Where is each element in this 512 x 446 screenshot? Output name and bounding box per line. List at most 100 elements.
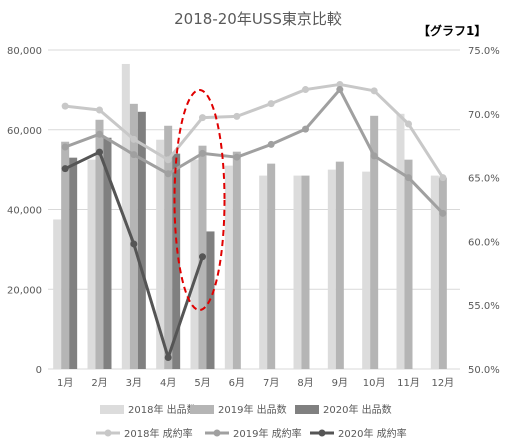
series-point [130,151,138,159]
y-left-tick-label: 20,000 [7,285,42,296]
series-point [199,149,206,157]
bar [172,153,181,369]
series-point [336,86,344,94]
bar [69,157,78,369]
legend-label: 2019年 成約率 [233,427,302,440]
series-line [65,82,445,179]
bar [267,163,276,369]
series-point [233,112,241,120]
series-point [164,156,172,164]
series-point [336,80,344,88]
legend-marker [104,429,112,437]
x-tick-label: 5月 [194,377,210,389]
bar [156,139,165,369]
series-line [64,88,444,215]
chart-title: 2018-20年USS東京比較 [174,10,342,28]
x-tick-label: 10月 [363,377,386,389]
x-tick-label: 3月 [126,377,142,389]
series-point [405,174,412,182]
x-tick-label: 11月 [397,377,420,389]
series-point [96,130,103,138]
x-tick-label: 12月 [431,377,454,389]
x-tick-label: 1月 [57,377,73,389]
series-point [61,143,69,151]
bar [293,175,302,369]
y-left-tick-label: 80,000 [7,46,42,57]
bar [232,151,241,369]
y-right-tick-label: 55.0% [468,301,500,312]
series-point [405,120,412,128]
legend: 2018年 出品数 2019年 出品数 2020年 出品数 2018年 成約率 2019… [96,403,407,440]
bar [430,175,439,369]
x-tick-label: 4月 [160,377,176,389]
bar [95,119,104,369]
bar [327,169,336,369]
legend-swatch [100,405,124,414]
y-right-tick-label: 65.0% [468,174,500,185]
y-right-tick-label: 70.0% [468,110,500,121]
dashed-ellipse-annotation [173,89,226,311]
bar [190,159,199,369]
series-point [267,100,275,108]
legend-label: 2020年 成約率 [338,427,407,440]
series-point [61,102,69,110]
y-right-tick-label: 60.0% [468,237,500,248]
legend-label: 2020年 出品数 [323,403,392,416]
x-tick-label: 8月 [297,377,313,389]
x-tick-label: 9月 [332,377,348,389]
legend-swatch [295,405,319,414]
x-tick-label: 6月 [229,377,245,389]
x-tick-label: 2月 [91,377,107,389]
bar [53,219,62,369]
bar [335,161,344,369]
bar [396,113,405,369]
y-right-tick-label: 50.0% [468,365,500,376]
bar [103,137,112,369]
series-point [302,125,309,133]
series-point [130,240,138,248]
series-point [439,209,447,217]
bar [404,159,413,369]
line-series-group [61,80,447,362]
legend-marker [213,429,221,437]
series-point [96,106,103,114]
bar [121,63,130,370]
series-point [61,165,69,173]
bar [362,171,371,369]
bar [87,159,96,369]
series-point [130,135,138,143]
series-point [199,114,206,122]
legend-label: 2019年 出品数 [218,403,287,416]
bar [164,125,173,369]
y-left-tick-label: 60,000 [7,126,42,137]
series-point [302,86,309,94]
bar [370,115,379,369]
legend-label: 2018年 出品数 [128,403,197,416]
y-left-tick-label: 40,000 [7,206,42,217]
y-right-tick-label: 75.0% [468,46,500,57]
legend-label: 2018年 成約率 [124,427,193,440]
legend-swatch [190,405,214,414]
bar [137,111,146,370]
y-left-tick-label: 0 [36,365,42,376]
bar [301,175,310,369]
gridlines [48,49,460,370]
series-point [370,152,378,160]
bar [224,165,233,369]
bar-series-group [53,63,447,370]
x-tick-label: 7月 [263,377,279,389]
legend-marker [318,429,326,437]
series-point [267,140,275,148]
series-point [96,148,103,156]
bar [129,103,138,370]
chart-badge: 【グラフ1】 [418,23,486,38]
series-point [370,87,378,95]
bar [259,175,268,369]
series-point [164,170,172,178]
series-point [164,354,172,362]
bar [61,141,70,369]
series-point [199,253,206,261]
series-point [439,174,447,182]
series-point [233,153,241,161]
